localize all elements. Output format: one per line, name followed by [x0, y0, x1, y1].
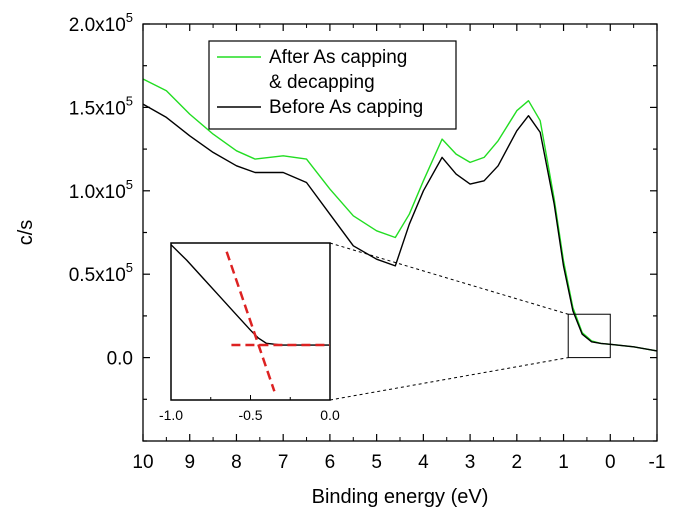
- inset-fit-line-0: [225, 251, 276, 392]
- x-tick-label: 7: [278, 452, 289, 473]
- x-tick-label: 9: [184, 452, 195, 473]
- plot-frame: [142, 23, 658, 442]
- y-axis-label: c/s: [15, 220, 37, 246]
- inset-x-tick-label: -1.0: [159, 407, 183, 423]
- x-tick-label: 1: [558, 452, 569, 473]
- series-layer: [142, 78, 658, 352]
- y-tick-labels: 0.0 0.5x105 1.0x105 1.5x105 2.0x105: [69, 10, 133, 370]
- x-tick-label: 5: [371, 452, 382, 473]
- x-tick-labels: 10 9 8 7 6 5 4 3 2 1 0 -1: [132, 452, 665, 473]
- x-tick-label: 0: [605, 452, 616, 473]
- y-tick-label: 2.0x105: [69, 10, 133, 36]
- y-tick-label: 0.5x105: [69, 260, 133, 286]
- zoom-connector-top: [329, 242, 569, 315]
- legend-label: Before As capping: [269, 97, 423, 118]
- legend: After As capping & decapping Before As cap…: [208, 40, 457, 130]
- inset-x-tick-label: -0.5: [238, 407, 262, 423]
- zoom-indicator: [329, 242, 611, 401]
- inset-x-tick-label: 0.0: [320, 407, 340, 423]
- x-axis-label: Binding energy (eV): [312, 486, 489, 508]
- x-tick-label: 10: [132, 452, 153, 473]
- y-tick-label: 0.0: [107, 349, 133, 370]
- series-line-1: [142, 103, 658, 352]
- x-tick-label: 8: [231, 452, 242, 473]
- legend-label: After As capping: [269, 47, 407, 68]
- legend-label: & decapping: [269, 72, 375, 93]
- x-tick-label: 6: [325, 452, 336, 473]
- zoom-connector-bottom: [329, 357, 569, 401]
- y-tick-label: 1.0x105: [69, 177, 133, 203]
- x-tick-label: -1: [649, 452, 666, 473]
- x-tick-label: 4: [418, 452, 429, 473]
- zoom-box: [567, 313, 611, 359]
- x-tick-label: 3: [465, 452, 476, 473]
- legend-box: [208, 40, 457, 130]
- x-tick-label: 2: [512, 452, 523, 473]
- axis-ticks: [142, 23, 658, 442]
- y-tick-label: 1.5x105: [69, 93, 133, 119]
- inset-plot: -1.0 -0.5 0.0: [159, 242, 340, 423]
